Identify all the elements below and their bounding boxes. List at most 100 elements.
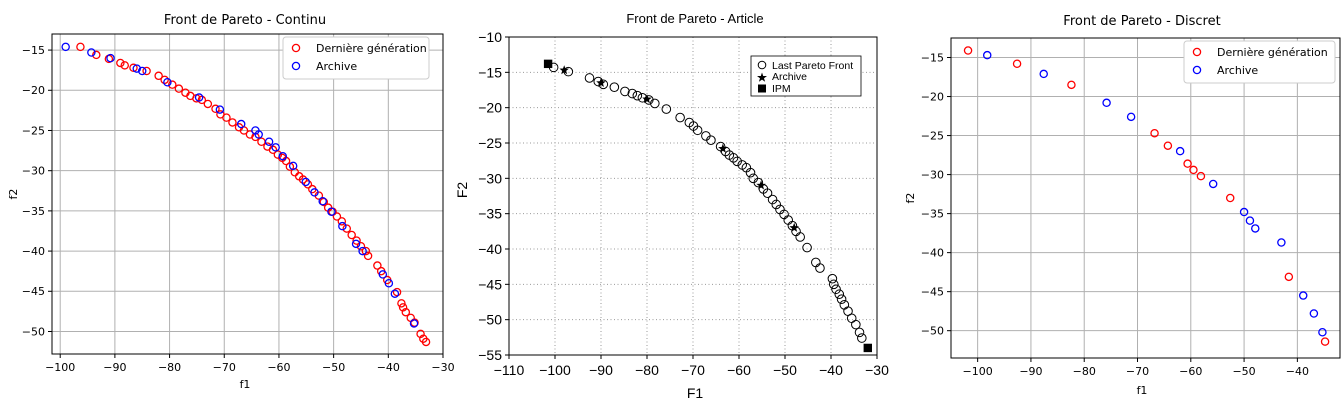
point-derniere-generation [1012,59,1022,69]
y-tick-label: −25 [22,124,45,137]
point-last-pareto-front [706,135,716,145]
point-derniere-generation [228,118,237,127]
legend: Dernière génération Archive [1183,40,1336,84]
legend: Last Pareto Front Archive IPM [750,55,862,97]
x-tick-label: −70 [213,361,236,374]
point-last-pareto-front [857,333,867,343]
y-tick-label: −20 [921,90,944,103]
x-tick-label: −100 [45,361,75,374]
y-tick-label: −30 [22,165,45,178]
point-derniere-generation [392,287,402,297]
x-tick-label: −80 [158,361,181,374]
point-archive [358,246,367,256]
x-tick-label: −100 [539,362,571,378]
legend-marker-last-pareto-front [757,60,767,70]
point-derniere-generation [268,145,278,155]
point-archive [327,207,336,216]
point-last-pareto-front [828,279,839,290]
point-derniere-generation [142,66,151,76]
plot-area [951,38,1340,358]
point-derniere-generation [1163,141,1173,150]
plot-area [52,34,443,354]
point-archive [1318,327,1327,337]
point-archive [1309,309,1319,318]
x-axis-label: f1 [1137,384,1148,397]
point-last-pareto-front [745,167,756,178]
point-derniere-generation [401,307,411,317]
point-archive [1208,179,1218,189]
y-axis-label: f2 [905,193,917,204]
y-tick-label: −50 [478,312,502,328]
point-derniere-generation [168,80,177,89]
point-derniere-generation [347,230,356,240]
point-derniere-generation [129,63,138,73]
point-derniere-generation [1183,159,1192,168]
y-tick-label: −20 [22,84,45,97]
point-derniere-generation [1284,272,1294,282]
x-tick-label: −70 [681,362,705,378]
point-derniere-generation [303,180,313,189]
point-derniere-generation [356,242,366,251]
point-archive [132,64,142,73]
point-last-pareto-front [632,90,643,101]
point-derniere-generation [963,46,973,55]
point-derniere-generation [174,84,184,93]
point-last-pareto-front [762,188,773,198]
legend-marker-derniere-generation [291,43,301,53]
point-derniere-generation [337,217,347,226]
point-last-pareto-front [795,232,805,242]
point-archive [338,221,347,231]
point-derniere-generation [319,197,329,207]
x-tick-label: −70 [1126,365,1149,378]
point-derniere-generation [1225,193,1235,203]
point-archive [254,130,263,139]
point-archive [1126,112,1136,122]
x-tick-label: −80 [635,362,659,378]
point-derniere-generation [1067,80,1076,90]
point-archive [756,180,766,190]
point-archive [278,151,288,161]
legend-box [1183,40,1336,84]
point-derniere-generation [1150,128,1159,138]
point-last-pareto-front [661,104,672,114]
y-tick-label: −30 [921,169,944,182]
x-tick-label: −40 [819,362,843,378]
point-derniere-generation [397,299,406,308]
point-derniere-generation [211,104,220,114]
legend-label: Dernière génération [316,42,427,55]
y-tick-label: −15 [22,44,45,57]
point-derniere-generation [342,224,352,233]
legend-label: IPM [772,83,791,95]
y-tick-label: −40 [921,247,944,260]
y-tick-label: −15 [921,51,944,64]
point-last-pareto-front [609,82,620,92]
point-ipm [543,59,553,69]
point-archive [596,77,606,87]
y-axis-label: F2 [455,182,470,199]
point-derniere-generation [1196,171,1206,181]
chart-article: Front de Pareto - Article −110 −100 −90 −80… [455,11,889,401]
point-last-pareto-front [851,319,861,330]
chart-title: Front de Pareto - Article [626,11,763,26]
point-last-pareto-front [644,95,654,105]
point-archive [215,105,225,114]
point-archive [1102,98,1111,108]
x-tick-label: −90 [103,361,126,374]
legend-box [282,36,430,80]
point-archive [1277,238,1286,247]
point-derniere-generation [373,261,382,270]
x-tick-label: −90 [1019,365,1042,378]
x-tick-label: −80 [1073,365,1096,378]
point-archive [390,289,400,298]
legend-marker-archive [1192,65,1202,75]
point-last-pareto-front [827,273,838,284]
point-archive [1298,291,1308,300]
point-derniere-generation [76,42,85,52]
x-tick-label: −90 [589,362,613,378]
point-archive [236,119,246,129]
x-tick-label: −50 [773,362,797,378]
y-tick-label: −25 [478,135,502,151]
legend-label: Archive [1217,64,1258,77]
x-tick-label: −30 [865,362,889,378]
point-last-pareto-front [627,88,638,99]
